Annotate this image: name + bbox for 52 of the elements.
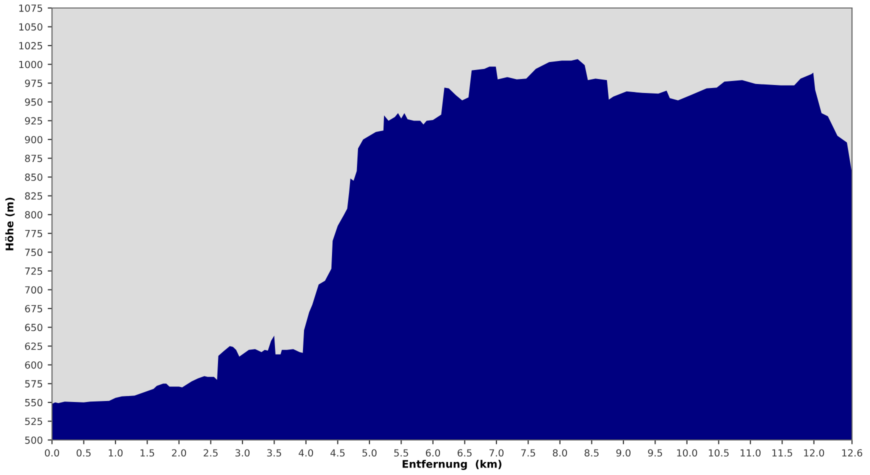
x-tick-label: 2.5 (204, 449, 218, 457)
x-tick-label: 7.5 (521, 449, 536, 457)
x-tick-label: 3.5 (267, 449, 282, 457)
x-tick-label: 9.0 (616, 449, 631, 457)
x-tick-label: 12.0 (804, 449, 824, 457)
y-tick-label: 700 (25, 286, 42, 294)
y-tick-label: 800 (25, 211, 42, 218)
x-tick-label: 10.5 (708, 449, 729, 457)
x-tick-label: 10.0 (677, 449, 698, 457)
y-tick-label: 500 (25, 436, 42, 444)
y-tick-label: 550 (25, 398, 42, 406)
x-tick-label: 1.5 (140, 449, 154, 457)
y-tick-label: 600 (25, 361, 42, 369)
y-tick-label: 575 (25, 380, 42, 388)
y-tick-label: 1025 (19, 42, 42, 50)
y-tick-label: 825 (25, 192, 42, 200)
y-tick-label: 1050 (19, 23, 42, 31)
x-tick-label: 5.5 (394, 449, 408, 457)
x-tick-label: 8.0 (552, 449, 568, 457)
y-tick-label: 525 (25, 418, 42, 426)
y-tick-label: 675 (25, 305, 42, 312)
y-tick-label: 900 (25, 136, 42, 144)
y-tick-label: 775 (25, 230, 42, 238)
y-tick-label: 975 (25, 80, 42, 87)
x-tick-label: 6.0 (426, 449, 440, 457)
x-tick-label: 3.0 (235, 449, 250, 457)
x-tick-label: 12.6 (842, 449, 862, 457)
x-tick-label: 4.0 (298, 449, 314, 457)
y-tick-label: 1000 (19, 60, 42, 68)
x-tick-label: 11.5 (772, 449, 792, 457)
y-tick-label: 750 (25, 248, 42, 256)
x-tick-label: 1.0 (108, 449, 123, 457)
y-tick-label: 725 (25, 267, 42, 275)
y-tick-label: 875 (25, 154, 42, 162)
x-tick-label: 8.5 (584, 449, 599, 457)
x-axis-title: Entfernung (km) (402, 460, 502, 470)
x-tick-label: 7.0 (490, 449, 504, 457)
y-tick-label: 625 (25, 342, 42, 350)
x-tick-label: 0.5 (76, 449, 91, 457)
y-axis-title: Höhe (m) (5, 198, 15, 250)
x-tick-label: 9.5 (648, 449, 662, 457)
y-tick-label: 650 (25, 324, 42, 332)
y-tick-label: 950 (25, 98, 42, 106)
x-tick-label: 2.0 (172, 449, 186, 457)
y-tick-label: 1075 (19, 4, 42, 12)
x-tick-label: 0.0 (44, 449, 60, 457)
y-tick-label: 850 (25, 174, 42, 181)
x-tick-label: 11.0 (740, 449, 761, 457)
x-tick-label: 6.5 (458, 449, 472, 457)
y-tick-label: 925 (25, 117, 42, 125)
x-tick-label: 4.5 (330, 449, 345, 457)
x-tick-label: 5.0 (362, 449, 377, 457)
